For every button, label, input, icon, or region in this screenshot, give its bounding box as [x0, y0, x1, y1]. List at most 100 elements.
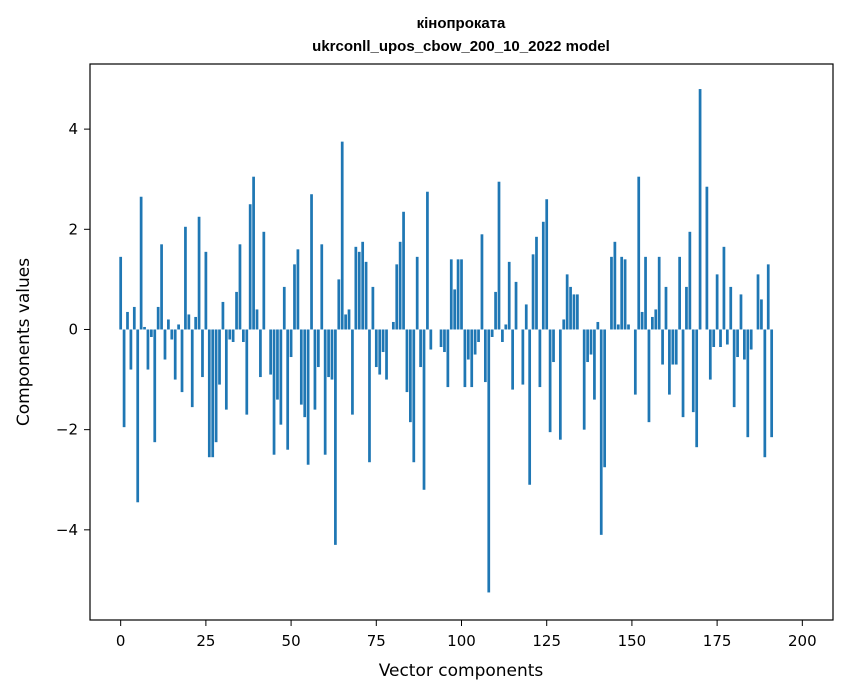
- bar-169: [695, 329, 699, 448]
- bar-85: [409, 329, 412, 423]
- bar-46: [276, 329, 279, 400]
- bar-60: [323, 329, 327, 455]
- x-tick-label-75: 75: [367, 632, 386, 650]
- bar-116: [514, 281, 518, 330]
- bar-73: [368, 329, 371, 463]
- bar-114: [507, 261, 511, 330]
- bar-157: [654, 309, 658, 330]
- bar-65: [340, 141, 344, 330]
- bar-148: [623, 259, 627, 330]
- bar-140: [596, 321, 600, 330]
- bar-119: [524, 304, 528, 330]
- bar-18: [180, 329, 184, 393]
- bar-68: [351, 329, 354, 415]
- bar-80: [391, 321, 395, 330]
- bar-28: [214, 329, 218, 443]
- bar-34: [235, 291, 238, 330]
- chart-title-line1: кінопроката: [417, 15, 506, 32]
- bar-66: [344, 314, 347, 330]
- bar-56: [310, 194, 313, 330]
- bar-149: [627, 324, 630, 330]
- bar-26: [207, 329, 211, 458]
- bar-102: [466, 329, 470, 360]
- bar-53: [299, 329, 303, 405]
- bar-164: [678, 256, 681, 330]
- bar-179: [729, 286, 733, 330]
- bar-189: [763, 329, 767, 458]
- bar-139: [593, 329, 596, 400]
- bar-10: [153, 329, 157, 443]
- bar-11: [156, 306, 160, 330]
- bar-122: [535, 236, 538, 330]
- bar-13: [163, 329, 167, 360]
- bar-75: [374, 329, 378, 368]
- bar-23: [197, 216, 201, 330]
- bar-15: [170, 329, 174, 340]
- bar-55: [306, 329, 310, 465]
- bar-38: [248, 204, 252, 330]
- bar-190: [766, 264, 770, 330]
- bar-70: [357, 251, 361, 330]
- x-tick-label-200: 200: [788, 632, 817, 650]
- bar-127: [552, 329, 555, 363]
- bar-62: [330, 329, 334, 380]
- bar-188: [760, 299, 763, 330]
- bar-156: [651, 316, 654, 330]
- bar-16: [173, 329, 177, 380]
- bar-35: [238, 244, 242, 330]
- bar-158: [657, 256, 661, 330]
- bar-27: [211, 329, 215, 458]
- bar-109: [490, 329, 494, 337]
- bar-107: [483, 329, 487, 383]
- bar-12: [160, 244, 163, 330]
- bar-45: [272, 329, 276, 455]
- bar-173: [708, 329, 712, 380]
- bar-21: [190, 329, 194, 408]
- bar-134: [576, 294, 579, 330]
- bar-19: [184, 226, 187, 330]
- bar-105: [477, 329, 480, 342]
- bar-76: [378, 329, 382, 375]
- bar-81: [395, 264, 399, 330]
- bar-20: [187, 314, 191, 330]
- bar-59: [320, 244, 324, 330]
- bar-63: [334, 329, 337, 545]
- y-tick-label-4: 4: [68, 120, 78, 138]
- bar-88: [419, 329, 422, 368]
- bar-183: [743, 329, 746, 360]
- bar-123: [538, 329, 542, 388]
- bar-33: [231, 329, 235, 342]
- bar-71: [361, 241, 365, 330]
- bar-137: [586, 329, 589, 363]
- bar-144: [610, 256, 613, 330]
- bar-126: [548, 329, 552, 433]
- bar-50: [289, 329, 293, 358]
- bar-95: [443, 329, 446, 353]
- bar-82: [398, 241, 402, 330]
- x-tick-label-0: 0: [116, 632, 126, 650]
- bar-145: [613, 241, 617, 330]
- bar-152: [637, 176, 641, 330]
- y-axis-label: Components values: [14, 258, 34, 426]
- bar-166: [685, 286, 688, 330]
- bar-175: [715, 274, 719, 330]
- bar-1: [122, 329, 126, 428]
- bar-5: [136, 329, 140, 503]
- bar-113: [504, 324, 508, 330]
- x-axis-ticks: 0 25 50 75 100 125 150 175 200: [116, 620, 817, 650]
- bar-24: [201, 329, 204, 378]
- bar-40: [255, 309, 259, 330]
- bar-120: [528, 329, 532, 485]
- bar-52: [296, 249, 300, 330]
- bar-32: [228, 329, 232, 340]
- bar-77: [381, 329, 385, 353]
- bar-86: [412, 329, 416, 463]
- bar-54: [303, 329, 307, 418]
- bar-106: [480, 234, 484, 330]
- bar-170: [698, 89, 702, 330]
- bar-98: [453, 289, 457, 330]
- bar-181: [736, 329, 739, 358]
- bars-group: [119, 89, 774, 593]
- bar-7: [143, 326, 146, 330]
- bar-51: [293, 264, 296, 330]
